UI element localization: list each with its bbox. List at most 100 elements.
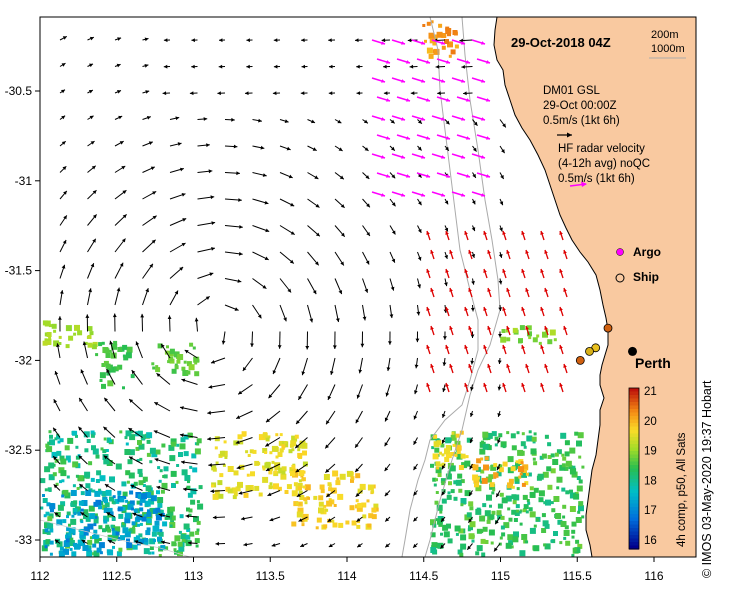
sst-pixel	[101, 383, 106, 389]
sst-pixel	[89, 536, 93, 540]
velocity-arrow	[224, 144, 238, 149]
sst-pixel	[177, 354, 184, 360]
velocity-arrow	[106, 368, 116, 385]
velocity-arrow	[470, 384, 474, 391]
sst-pixel	[176, 443, 180, 447]
sst-pixel	[486, 445, 492, 451]
sst-pixel	[131, 521, 136, 526]
sst-pixel	[142, 476, 148, 482]
sst-pixel	[450, 49, 456, 55]
sst-pixel	[53, 329, 57, 333]
velocity-arrow	[498, 331, 502, 338]
velocity-arrow	[451, 77, 466, 83]
sst-pixel	[475, 485, 482, 492]
velocity-arrow	[391, 191, 406, 197]
sst-pixel	[501, 497, 508, 504]
colorbar-swatch	[629, 535, 639, 540]
velocity-arrow	[417, 198, 422, 206]
sst-pixel	[155, 507, 161, 513]
sst-pixel	[298, 470, 305, 477]
velocity-arrow	[103, 397, 116, 412]
velocity-arrow	[272, 357, 281, 375]
velocity-arrow	[430, 325, 435, 336]
velocity-arrow	[265, 463, 281, 472]
sst-pixel	[170, 470, 177, 477]
sst-pixel	[522, 494, 528, 500]
velocity-arrow	[540, 268, 545, 279]
velocity-arrow	[52, 455, 61, 465]
sst-pixel	[194, 371, 200, 377]
sst-pixel	[547, 484, 553, 490]
sst-pixel	[137, 440, 142, 445]
ship-marker	[575, 355, 585, 365]
sst-pixel	[313, 495, 318, 500]
sst-pixel	[157, 343, 163, 349]
sst-pixel	[122, 527, 129, 534]
sst-pixel	[477, 476, 480, 480]
sst-pixel	[438, 522, 443, 527]
sst-pixel	[441, 45, 446, 50]
velocity-arrow	[87, 189, 97, 200]
sst-pixel	[73, 508, 78, 513]
sst-pixel	[536, 334, 540, 338]
sst-pixel	[493, 472, 498, 477]
sst-pixel	[93, 501, 99, 507]
sst-pixel	[454, 44, 459, 49]
sst-pixel	[157, 531, 161, 535]
velocity-arrow	[464, 382, 469, 393]
sst-pixel	[103, 519, 108, 524]
velocity-arrow	[413, 490, 418, 496]
velocity-arrow	[252, 172, 267, 177]
sst-pixel	[444, 457, 450, 462]
velocity-arrow	[362, 145, 369, 152]
sst-pixel	[182, 370, 189, 376]
sst-pixel	[273, 471, 279, 477]
velocity-arrow	[430, 249, 435, 260]
velocity-arrow	[301, 38, 308, 43]
sst-pixel	[214, 489, 220, 495]
velocity-arrow	[169, 167, 184, 173]
sst-pixel	[49, 439, 55, 446]
sst-pixel	[45, 511, 50, 516]
sst-pixel	[447, 438, 452, 443]
velocity-arrow	[334, 251, 345, 266]
velocity-arrow	[521, 268, 526, 279]
sst-pixel	[491, 491, 495, 495]
velocity-arrow	[295, 410, 308, 425]
colorbar-swatch	[629, 398, 639, 403]
sst-pixel	[469, 506, 474, 511]
velocity-arrow	[221, 331, 226, 345]
velocity-arrow	[431, 153, 446, 159]
velocity-arrow	[391, 77, 406, 83]
sst-pixel	[104, 502, 110, 508]
velocity-arrow	[471, 198, 476, 205]
sst-pixel	[301, 523, 305, 527]
sst-pixel	[457, 473, 463, 479]
velocity-arrow	[163, 38, 171, 43]
sst-pixel	[102, 449, 107, 454]
sst-pixel	[544, 543, 551, 550]
velocity-arrow	[371, 77, 386, 83]
colorbar-frame	[628, 387, 640, 550]
sst-pixel	[522, 464, 529, 471]
velocity-arrow	[142, 141, 153, 147]
sst-pixel	[127, 503, 134, 510]
sst-pixel	[155, 365, 159, 369]
sst-pixel	[508, 478, 514, 484]
velocity-arrow	[497, 410, 502, 418]
velocity-arrow	[498, 278, 503, 285]
sst-pixel	[87, 335, 92, 339]
sst-pixel	[171, 368, 177, 374]
sst-pixel	[436, 518, 443, 525]
colorbar-label: 4h comp, p50, All Sats	[676, 432, 688, 547]
velocity-arrow	[498, 251, 503, 259]
sst-pixel	[484, 540, 489, 544]
sst-pixel	[162, 521, 168, 527]
sst-pixel	[159, 529, 163, 533]
sst-pixel	[66, 515, 69, 519]
sst-pixel	[46, 502, 51, 507]
velocity-arrow	[411, 77, 426, 83]
sst-pixel	[332, 522, 338, 528]
sst-pixel	[332, 470, 339, 477]
velocity-arrow	[279, 278, 292, 293]
